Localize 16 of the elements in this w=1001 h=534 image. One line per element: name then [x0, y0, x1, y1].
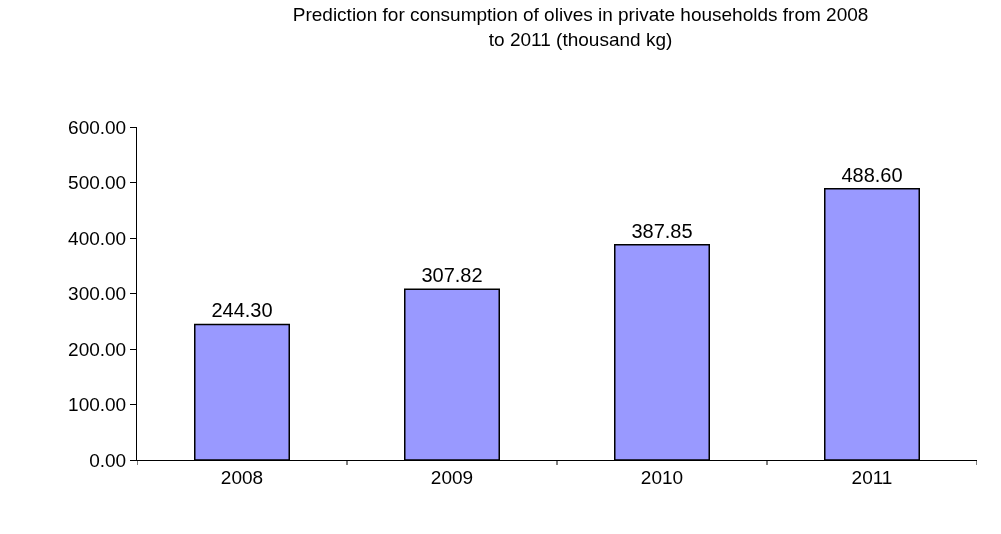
data-label: 307.82: [421, 264, 483, 287]
y-tick-label: 300.00: [68, 283, 127, 305]
data-label: 244.30: [211, 299, 273, 322]
data-label: 387.85: [631, 219, 693, 242]
y-tick-label: 500.00: [68, 172, 127, 194]
y-tick-label: 200.00: [68, 338, 127, 360]
y-tick-label: 100.00: [68, 394, 127, 416]
y-tick-label: 0.00: [89, 449, 127, 471]
x-tick-label: 2011: [851, 466, 893, 488]
y-tick-label: 400.00: [68, 227, 127, 249]
x-tick-label: 2008: [220, 466, 264, 488]
x-tick-label: 2010: [640, 466, 684, 488]
y-tick-label: 600.00: [68, 116, 127, 138]
x-tick-label: 2009: [430, 466, 474, 488]
chart-title: Prediction for consumption of olives in private households from 2008 to 2011 (thousand kg): [292, 4, 869, 51]
data-label: 488.60: [841, 163, 903, 186]
